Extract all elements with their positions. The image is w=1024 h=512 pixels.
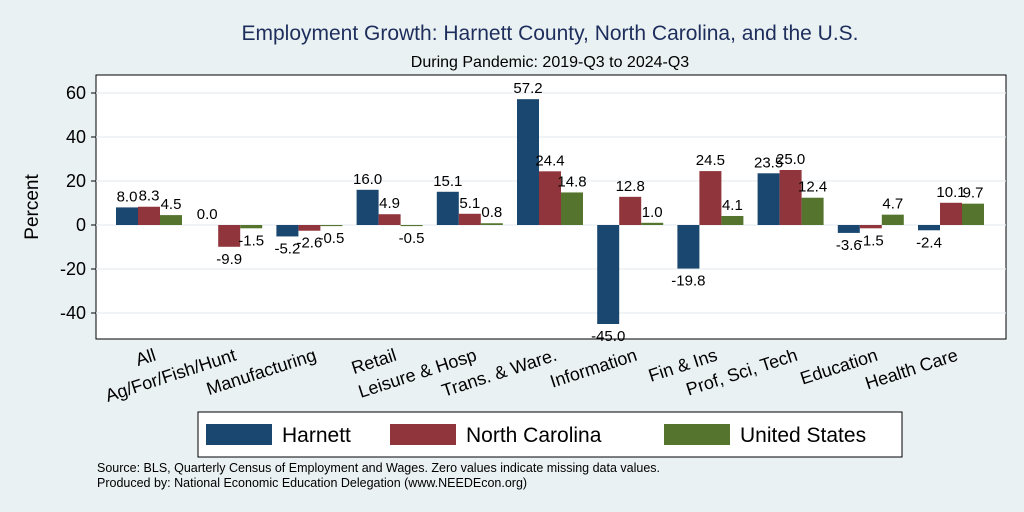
data-label: 24.4 (535, 152, 564, 169)
data-label: -45.0 (591, 328, 625, 345)
data-label: 15.1 (433, 173, 462, 190)
bar-united-states-3 (400, 225, 423, 227)
data-label: 12.4 (798, 179, 827, 196)
bar-north-carolina-0 (138, 206, 160, 225)
data-label: 9.7 (963, 185, 984, 202)
y-tick-label: 0 (76, 215, 86, 235)
bar-north-carolina-10 (940, 202, 962, 225)
legend-box (197, 411, 903, 458)
bar-north-carolina-6 (619, 196, 642, 225)
data-label: 25.0 (776, 151, 805, 168)
chart-subtitle: During Pandemic: 2019-Q3 to 2024-Q3 (411, 54, 689, 71)
data-label: 0.0 (197, 206, 218, 223)
y-tick-label: -20 (60, 259, 86, 279)
bar-united-states-9 (881, 214, 904, 225)
legend-swatch (664, 424, 730, 445)
bar-united-states-0 (160, 215, 182, 225)
bar-harnett-2 (276, 225, 299, 237)
data-label: -0.5 (318, 230, 344, 247)
produced-by-note: Produced by: National Economic Education… (97, 476, 527, 490)
y-axis-ticks: -40 -20 0 20 40 60 (60, 83, 96, 323)
y-tick-label: 20 (66, 171, 86, 191)
data-label: -3.6 (836, 237, 862, 254)
data-label: 8.0 (117, 188, 138, 205)
bar-united-states-7 (721, 215, 744, 225)
data-label: -1.5 (238, 232, 264, 249)
bars (116, 99, 984, 324)
bar-north-carolina-9 (859, 225, 882, 229)
x-category-label: Health Care (863, 345, 961, 394)
bar-north-carolina-5 (539, 171, 561, 225)
legend-label: United States (740, 424, 866, 447)
legend-swatch (390, 424, 456, 445)
data-label: 4.1 (722, 197, 743, 214)
data-label: 24.5 (696, 152, 725, 169)
bar-united-states-8 (801, 197, 824, 225)
bar-united-states-10 (962, 203, 984, 225)
bar-harnett-9 (837, 225, 860, 233)
source-note: Source: BLS, Quarterly Census of Employm… (97, 461, 660, 475)
data-label: -1.5 (858, 232, 884, 249)
legend-label: Harnett (282, 424, 351, 447)
data-labels: 8.0 8.3 4.50.0-9.9-1.5 -5.2-2.6-0.516.04.9-… (117, 80, 984, 345)
data-label: -2.4 (916, 234, 942, 251)
data-label: -0.5 (399, 230, 425, 247)
data-label: 4.7 (882, 196, 903, 213)
bar-united-states-1 (240, 225, 263, 229)
bar-north-carolina-8 (779, 170, 802, 225)
data-label: 12.8 (616, 178, 645, 195)
data-label: 0.8 (481, 204, 502, 221)
data-label: 4.9 (379, 195, 400, 212)
data-label: 10.1 (936, 184, 965, 201)
y-tick-label: 40 (66, 127, 86, 147)
legend: Harnett North Carolina United States (206, 424, 866, 447)
bar-united-states-2 (320, 225, 343, 227)
data-label: -2.6 (296, 235, 322, 252)
x-category-label: All (133, 345, 158, 370)
bar-north-carolina-3 (378, 214, 401, 225)
data-label: 8.3 (139, 188, 160, 205)
data-label: 14.8 (557, 173, 586, 190)
bar-north-carolina-4 (458, 213, 481, 225)
bar-harnett-0 (116, 207, 138, 225)
bar-harnett-5 (517, 99, 539, 225)
y-tick-label: -40 (60, 303, 86, 323)
bar-harnett-6 (597, 225, 620, 324)
data-label: 23.5 (754, 154, 783, 171)
data-label: 4.5 (161, 196, 182, 213)
legend-label: North Carolina (466, 424, 602, 447)
data-label: -9.9 (216, 251, 242, 268)
bar-north-carolina-1 (218, 225, 241, 247)
bar-north-carolina-2 (298, 225, 321, 231)
bar-harnett-7 (677, 225, 700, 269)
bar-north-carolina-7 (699, 171, 722, 225)
bar-harnett-3 (356, 189, 379, 225)
y-tick-label: 60 (66, 83, 86, 103)
bar-united-states-5 (561, 192, 583, 225)
data-label: 1.0 (642, 204, 663, 221)
bar-harnett-8 (757, 173, 780, 225)
data-label: -5.2 (274, 240, 300, 257)
bar-united-states-4 (480, 223, 503, 225)
chart-title: Employment Growth: Harnett County, North… (241, 22, 858, 45)
bar-harnett-4 (436, 191, 459, 225)
bar-harnett-10 (918, 225, 940, 231)
data-label: 57.2 (513, 80, 542, 97)
y-axis-label: Percent (22, 174, 43, 240)
bar-united-states-6 (641, 222, 664, 225)
data-label: 16.0 (353, 171, 382, 188)
data-label: -19.8 (671, 273, 705, 290)
data-label: 5.1 (459, 195, 480, 212)
x-category-label: Information (548, 345, 640, 392)
legend-swatch (206, 424, 272, 445)
